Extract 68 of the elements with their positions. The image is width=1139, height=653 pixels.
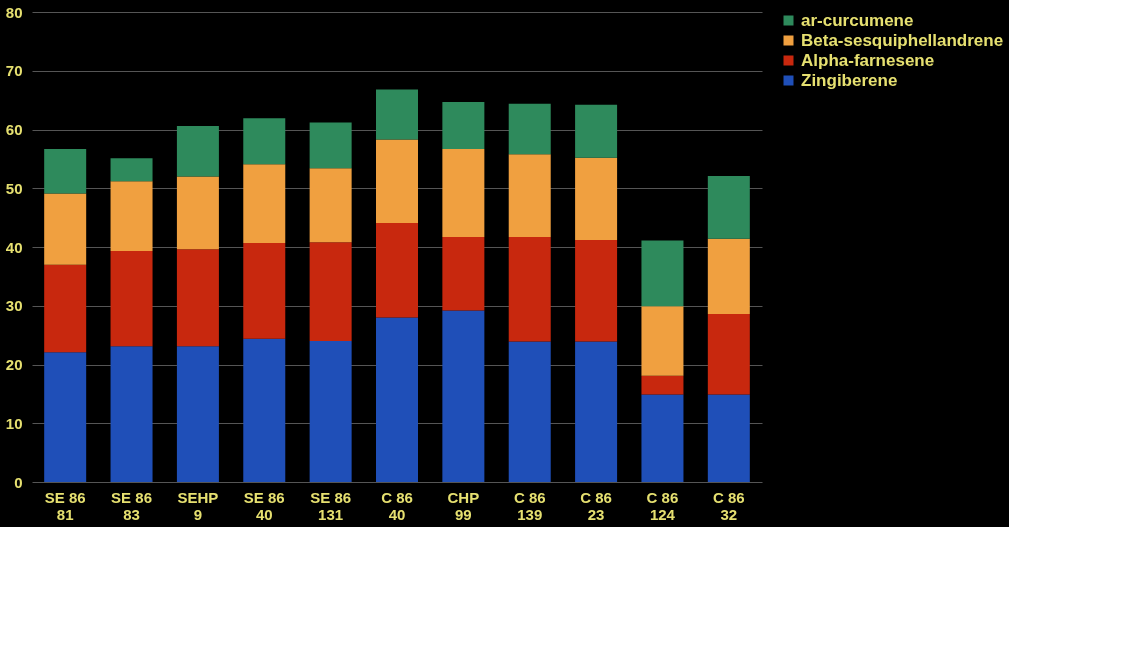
y-tick-label: 60: [5, 121, 23, 138]
bar: [707, 394, 750, 482]
x-tick-label: SE 86 83: [111, 488, 152, 523]
y-tick-label: 50: [5, 179, 23, 197]
legend-label: Beta-sesquiphellandrene: [801, 30, 1004, 50]
x-tick-label: C 86 23: [580, 488, 612, 523]
bar: [44, 193, 87, 265]
x-tick-label: SE 86 81: [44, 488, 86, 523]
bar: [176, 125, 219, 177]
legend-label: ar-curcumene: [801, 10, 914, 30]
bar: [641, 394, 684, 482]
bar: [707, 313, 750, 395]
y-tick-label: 10: [5, 414, 23, 432]
y-tick-label: 40: [5, 238, 23, 256]
bar: [309, 122, 352, 169]
bar: [110, 346, 153, 482]
bar: [110, 158, 153, 182]
x-tick-label: C 86 32: [712, 488, 745, 523]
bar: [176, 176, 219, 250]
bar: [442, 310, 485, 482]
bar: [110, 181, 153, 252]
bar: [44, 264, 87, 353]
bar: [309, 341, 352, 482]
bar: [243, 242, 286, 339]
x-tick-label: CHP 99: [447, 488, 480, 523]
x-tick-label: SE 86 131: [310, 488, 352, 523]
bar: [243, 338, 286, 482]
bar: [44, 148, 87, 194]
bar: [442, 237, 485, 311]
bar: [707, 175, 750, 239]
bar: [442, 101, 485, 149]
y-tick-label: 20: [5, 356, 23, 373]
bar: [243, 118, 286, 165]
bar: [508, 237, 551, 342]
bar: [575, 157, 618, 240]
bar: [110, 251, 153, 347]
y-tick-label: 30: [5, 297, 23, 315]
bar: [376, 317, 418, 482]
bar: [508, 154, 551, 238]
bar: [376, 139, 418, 223]
bar: [176, 249, 219, 347]
bar: [641, 240, 684, 307]
bar: [309, 242, 352, 341]
legend-label: Alpha-farnesene: [801, 50, 935, 70]
bar: [508, 103, 551, 155]
bar: [442, 148, 485, 238]
bar: [176, 346, 219, 482]
bar: [243, 164, 286, 243]
bar: [641, 375, 684, 395]
x-tick-label: C 86 139: [513, 488, 546, 523]
y-tick-label: 70: [5, 62, 23, 80]
bar: [575, 341, 618, 482]
bar: [575, 239, 618, 342]
bar: [44, 352, 87, 482]
y-tick-label: 80: [5, 3, 23, 21]
bar: [575, 104, 618, 158]
bar: [376, 89, 418, 140]
x-tick-label: SE 86 40: [243, 488, 285, 523]
x-tick-label: SEHP 9: [177, 488, 219, 523]
bar: [376, 222, 418, 318]
x-tick-label: C 86 40: [381, 488, 413, 523]
bar: [707, 238, 750, 314]
y-tick-label: 0: [14, 473, 23, 491]
bar: [309, 168, 352, 243]
legend-label: Zingiberene: [801, 70, 898, 90]
bar: [641, 306, 684, 376]
bar: [508, 341, 551, 482]
x-tick-label: C 86 124: [646, 488, 679, 523]
